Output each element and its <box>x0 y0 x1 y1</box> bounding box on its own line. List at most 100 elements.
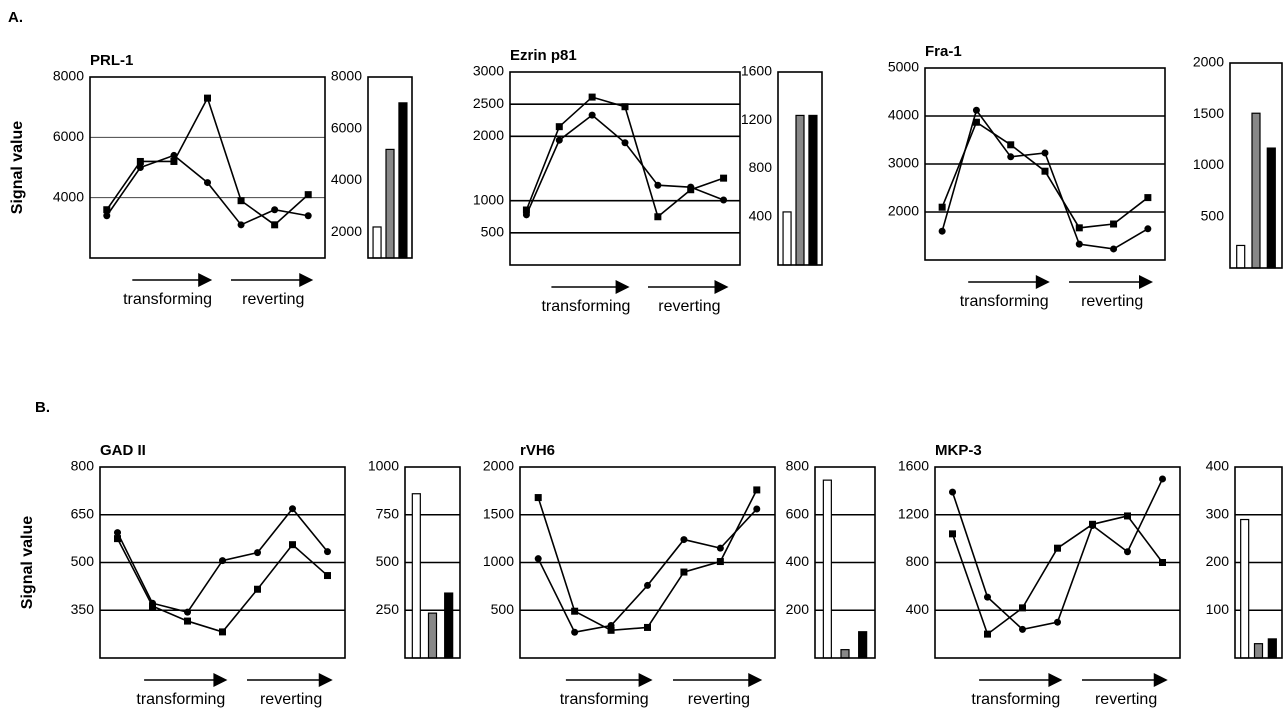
plot-frame <box>1234 466 1283 659</box>
plot-frame <box>89 76 326 259</box>
y-tick-label: 1000 <box>1193 156 1224 172</box>
marker <box>555 123 563 131</box>
marker <box>607 622 615 630</box>
annotation: reverting <box>688 691 750 708</box>
marker <box>621 103 629 111</box>
bar <box>1253 643 1264 659</box>
y-tick-label: 4000 <box>331 171 362 187</box>
series-line <box>116 538 329 633</box>
marker <box>716 544 724 552</box>
marker <box>938 227 946 235</box>
annotation: reverting <box>1081 293 1143 310</box>
marker <box>237 197 245 205</box>
bar <box>1251 112 1261 269</box>
annotation: transforming <box>971 691 1060 708</box>
marker <box>687 183 695 191</box>
y-tick-label: 400 <box>906 601 930 617</box>
arrow-head <box>1139 275 1153 289</box>
marker <box>972 118 980 126</box>
y-tick-label: 2000 <box>888 203 919 219</box>
y-tick-label: 2500 <box>473 95 504 111</box>
y-tick-label: 1500 <box>1193 105 1224 121</box>
y-tick-label: 500 <box>481 224 505 240</box>
y-tick-label: 1000 <box>473 191 504 207</box>
arrow-head <box>318 673 333 687</box>
marker <box>304 191 312 199</box>
y-tick-label: 3000 <box>888 155 919 171</box>
arrow-head <box>213 673 228 687</box>
y-tick-label: 200 <box>1206 553 1230 569</box>
marker <box>289 505 296 513</box>
y-tick-label: 500 <box>1201 207 1225 223</box>
marker <box>1159 475 1166 483</box>
y-tick-label: 3000 <box>473 63 504 79</box>
marker <box>170 157 178 165</box>
y-tick-label: 200 <box>786 601 810 617</box>
marker <box>289 541 296 549</box>
annotation: transforming <box>541 298 630 315</box>
marker <box>1019 604 1026 612</box>
marker <box>1054 544 1061 552</box>
marker <box>204 179 211 187</box>
series-line <box>537 508 758 634</box>
annotation: transforming <box>136 691 225 708</box>
arrow-head <box>1048 673 1063 687</box>
y-tick-label: 800 <box>906 553 930 569</box>
y-tick-label: 4000 <box>53 188 84 204</box>
annotation: transforming <box>123 291 212 308</box>
marker <box>103 212 111 220</box>
marker <box>984 593 991 601</box>
plot-frame <box>1229 62 1283 269</box>
marker <box>1159 559 1166 566</box>
marker <box>984 630 991 638</box>
bar <box>808 114 818 266</box>
marker <box>555 136 563 144</box>
plot-frame <box>99 466 346 659</box>
y-tick-label: 800 <box>749 159 773 175</box>
marker <box>170 151 178 159</box>
marker <box>1054 618 1061 626</box>
annotation: transforming <box>560 691 649 708</box>
marker <box>716 558 724 566</box>
chart-title: GAD II <box>100 442 146 459</box>
marker <box>184 617 191 625</box>
marker <box>1144 225 1152 233</box>
marker <box>304 212 312 220</box>
chart-title: PRL-1 <box>90 52 133 69</box>
marker <box>254 549 261 557</box>
series-line <box>525 96 724 219</box>
y-tick-label: 6000 <box>331 119 362 135</box>
bar <box>1267 638 1277 659</box>
arrow-head <box>748 673 763 687</box>
y-tick-label: 300 <box>1206 505 1230 521</box>
marker <box>1124 548 1131 556</box>
y-tick-label: 2000 <box>483 458 514 474</box>
plot-frame <box>924 67 1166 261</box>
marker <box>1089 521 1096 529</box>
chart-title: MKP-3 <box>935 442 982 459</box>
y-tick-label: 400 <box>1206 458 1230 474</box>
y-tick-label: 800 <box>71 458 95 474</box>
section-label: B. <box>35 399 50 416</box>
y-tick-label: 6000 <box>53 128 84 144</box>
annotation: reverting <box>658 298 720 315</box>
annotation: reverting <box>260 691 322 708</box>
y-tick-label: 1500 <box>483 505 514 521</box>
marker <box>114 529 121 537</box>
y-tick-label: 650 <box>71 505 95 521</box>
bar <box>444 592 454 659</box>
plot-frame <box>519 466 776 659</box>
marker <box>621 139 629 147</box>
y-tick-label: 1000 <box>368 458 399 474</box>
arrow-head <box>615 280 630 294</box>
marker <box>753 505 761 513</box>
marker <box>588 111 596 119</box>
marker <box>254 585 261 593</box>
marker <box>522 211 530 219</box>
marker <box>534 494 542 502</box>
y-tick-label: 350 <box>71 601 95 617</box>
y-tick-label: 4000 <box>888 107 919 123</box>
annotation: reverting <box>242 291 304 308</box>
annotation: transforming <box>960 293 1049 310</box>
